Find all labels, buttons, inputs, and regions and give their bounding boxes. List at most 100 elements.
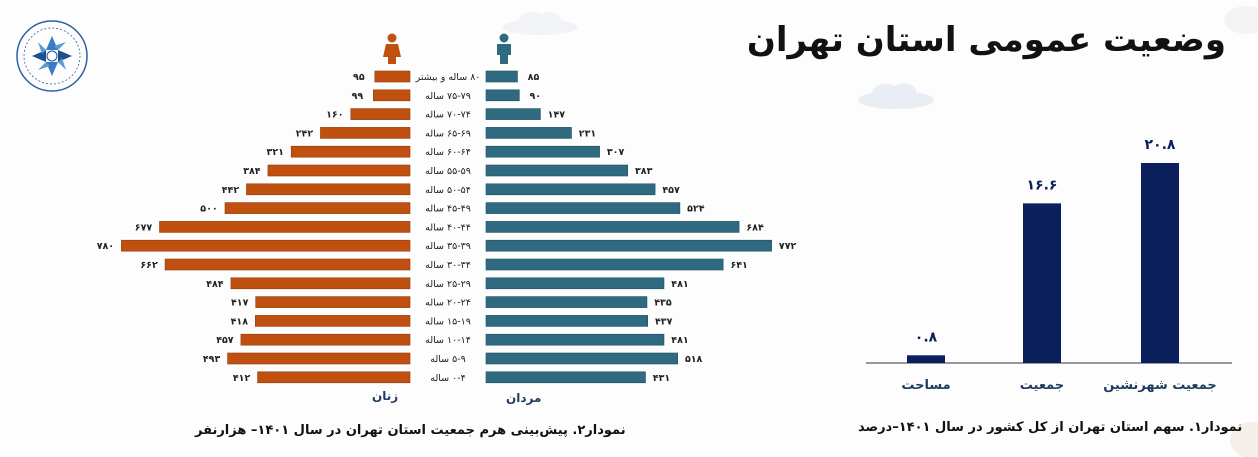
- male-value-label: ۷۷۲: [779, 241, 797, 252]
- female-bar: [240, 333, 411, 346]
- female-value-label: ۳۲۱: [267, 147, 284, 158]
- female-bar: [255, 315, 411, 327]
- male-bar: [485, 221, 740, 233]
- age-group-label: ۲۰-۲۴ ساله: [425, 298, 471, 309]
- female-value-label: ۶۶۲: [140, 260, 158, 271]
- share-value-label: ۰.۸: [915, 329, 938, 345]
- male-value-label: ۶۴۱: [730, 260, 747, 271]
- male-value-label: ۳۰۷: [607, 147, 625, 158]
- female-bar: [224, 202, 411, 214]
- female-bar: [164, 258, 411, 271]
- male-bar: [485, 315, 648, 327]
- female-bar: [374, 70, 411, 83]
- male-bar: [485, 352, 678, 365]
- female-series-label: زنان: [372, 389, 399, 403]
- age-group-label: ۲۵-۲۹ ساله: [425, 279, 471, 290]
- share-value-label: ۱۶.۶: [1027, 177, 1058, 193]
- age-group-label: ۴۵-۴۹ ساله: [425, 204, 471, 215]
- female-bar: [320, 127, 411, 139]
- female-value-label: ۶۷۷: [135, 222, 153, 233]
- female-value-label: ۴۱۷: [231, 298, 249, 309]
- female-value-label: ۷۸۰: [97, 241, 114, 252]
- age-group-label: ۶۰-۶۴ ساله: [425, 147, 471, 158]
- age-group-label: ۷۵-۷۹ ساله: [425, 91, 471, 102]
- share-category-label: جمعیت شهرنشین: [1103, 378, 1217, 393]
- age-group-label: ۸۰ ساله و بیشتر: [415, 72, 481, 83]
- male-person-icon: [497, 33, 511, 64]
- female-value-label: ۴۵۷: [216, 335, 234, 346]
- male-bar: [485, 108, 541, 120]
- share-category-label: جمعیت: [1020, 378, 1065, 393]
- female-bar: [373, 89, 411, 102]
- cloud-icon: [502, 12, 578, 35]
- male-value-label: ۴۸۱: [671, 335, 688, 346]
- female-bar: [121, 239, 411, 252]
- cloud-icon: [1230, 422, 1258, 457]
- female-bar: [159, 221, 411, 233]
- age-group-label: ۵۵-۵۹ ساله: [425, 166, 471, 177]
- female-bar: [350, 108, 411, 120]
- female-bar: [255, 296, 411, 308]
- female-value-label: ۲۴۲: [296, 128, 314, 139]
- share-bar: [907, 355, 945, 363]
- logo-icon: [16, 20, 88, 92]
- share-bar: [1023, 203, 1061, 363]
- male-bar: [485, 258, 724, 271]
- male-value-label: ۹۰: [529, 91, 541, 102]
- female-bar: [246, 183, 411, 196]
- male-bar: [485, 277, 665, 290]
- share-bar-chart: ۰.۸ مساحت ۱۶.۶ جمعیت ۲۰.۸ جمعیت شهرنشین: [866, 137, 1232, 393]
- male-value-label: ۴۳۱: [653, 373, 670, 384]
- male-value-label: ۵۱۸: [685, 354, 703, 365]
- age-group-label: ۷۰-۷۴ ساله: [425, 110, 471, 121]
- male-series-label: مردان: [506, 391, 542, 405]
- share-category-label: مساحت: [901, 378, 950, 393]
- female-bar: [257, 371, 411, 384]
- male-bar: [485, 145, 600, 158]
- male-value-label: ۳۸۳: [635, 166, 653, 177]
- male-bar: [485, 127, 572, 139]
- female-value-label: ۴۴۲: [222, 185, 240, 196]
- female-value-label: ۴۸۴: [206, 279, 224, 290]
- share-chart-caption: نمودار۱. سهم استان تهران از کل کشور در س…: [858, 420, 1243, 435]
- age-group-label: ۰-۴ ساله: [430, 373, 466, 384]
- female-value-label: ۴۹۳: [203, 354, 221, 365]
- female-value-label: ۳۸۴: [243, 166, 261, 177]
- male-value-label: ۴۸۱: [671, 279, 688, 290]
- male-value-label: ۴۳۵: [654, 298, 672, 309]
- female-value-label: ۱۶۰: [326, 110, 343, 121]
- female-bar: [230, 277, 411, 290]
- age-group-label: ۳۵-۳۹ ساله: [425, 241, 471, 252]
- age-group-label: ۱۰-۱۴ ساله: [425, 335, 471, 346]
- female-bar: [267, 164, 411, 177]
- male-bar: [485, 296, 648, 308]
- male-value-label: ۵۲۴: [687, 204, 705, 215]
- male-bar: [485, 183, 656, 196]
- cloud-icon: [858, 83, 934, 109]
- male-bar: [485, 239, 772, 252]
- female-bar: [290, 145, 411, 158]
- age-group-label: ۵۰-۵۴ ساله: [425, 185, 471, 196]
- age-group-label: ۶۵-۶۹ ساله: [425, 128, 471, 139]
- male-value-label: ۴۳۷: [655, 316, 673, 327]
- page-title: وضعیت عمومی استان تهران: [746, 20, 1226, 60]
- female-value-label: ۴۱۸: [231, 316, 249, 327]
- age-group-label: ۵-۹ ساله: [430, 354, 466, 365]
- male-bar: [485, 202, 681, 214]
- male-value-label: ۸۵: [528, 72, 540, 83]
- male-value-label: ۶۸۴: [746, 222, 764, 233]
- male-bar: [485, 164, 629, 177]
- age-group-label: ۳۰-۳۴ ساله: [425, 260, 471, 271]
- share-value-label: ۲۰.۸: [1145, 137, 1176, 153]
- male-bar: [485, 333, 665, 346]
- female-bar: [227, 352, 411, 365]
- female-person-icon: [383, 33, 401, 64]
- male-value-label: ۱۴۷: [548, 110, 566, 121]
- age-group-label: ۱۵-۱۹ ساله: [425, 316, 471, 327]
- pyramid-chart-caption: نمودار۲. پیش‌بینی هرم جمعیت استان تهران …: [195, 423, 626, 438]
- male-bar: [485, 70, 518, 83]
- share-bar: [1141, 163, 1179, 363]
- male-value-label: ۲۳۱: [579, 128, 596, 139]
- male-value-label: ۴۵۷: [662, 185, 680, 196]
- cloud-icon: [1224, 6, 1258, 34]
